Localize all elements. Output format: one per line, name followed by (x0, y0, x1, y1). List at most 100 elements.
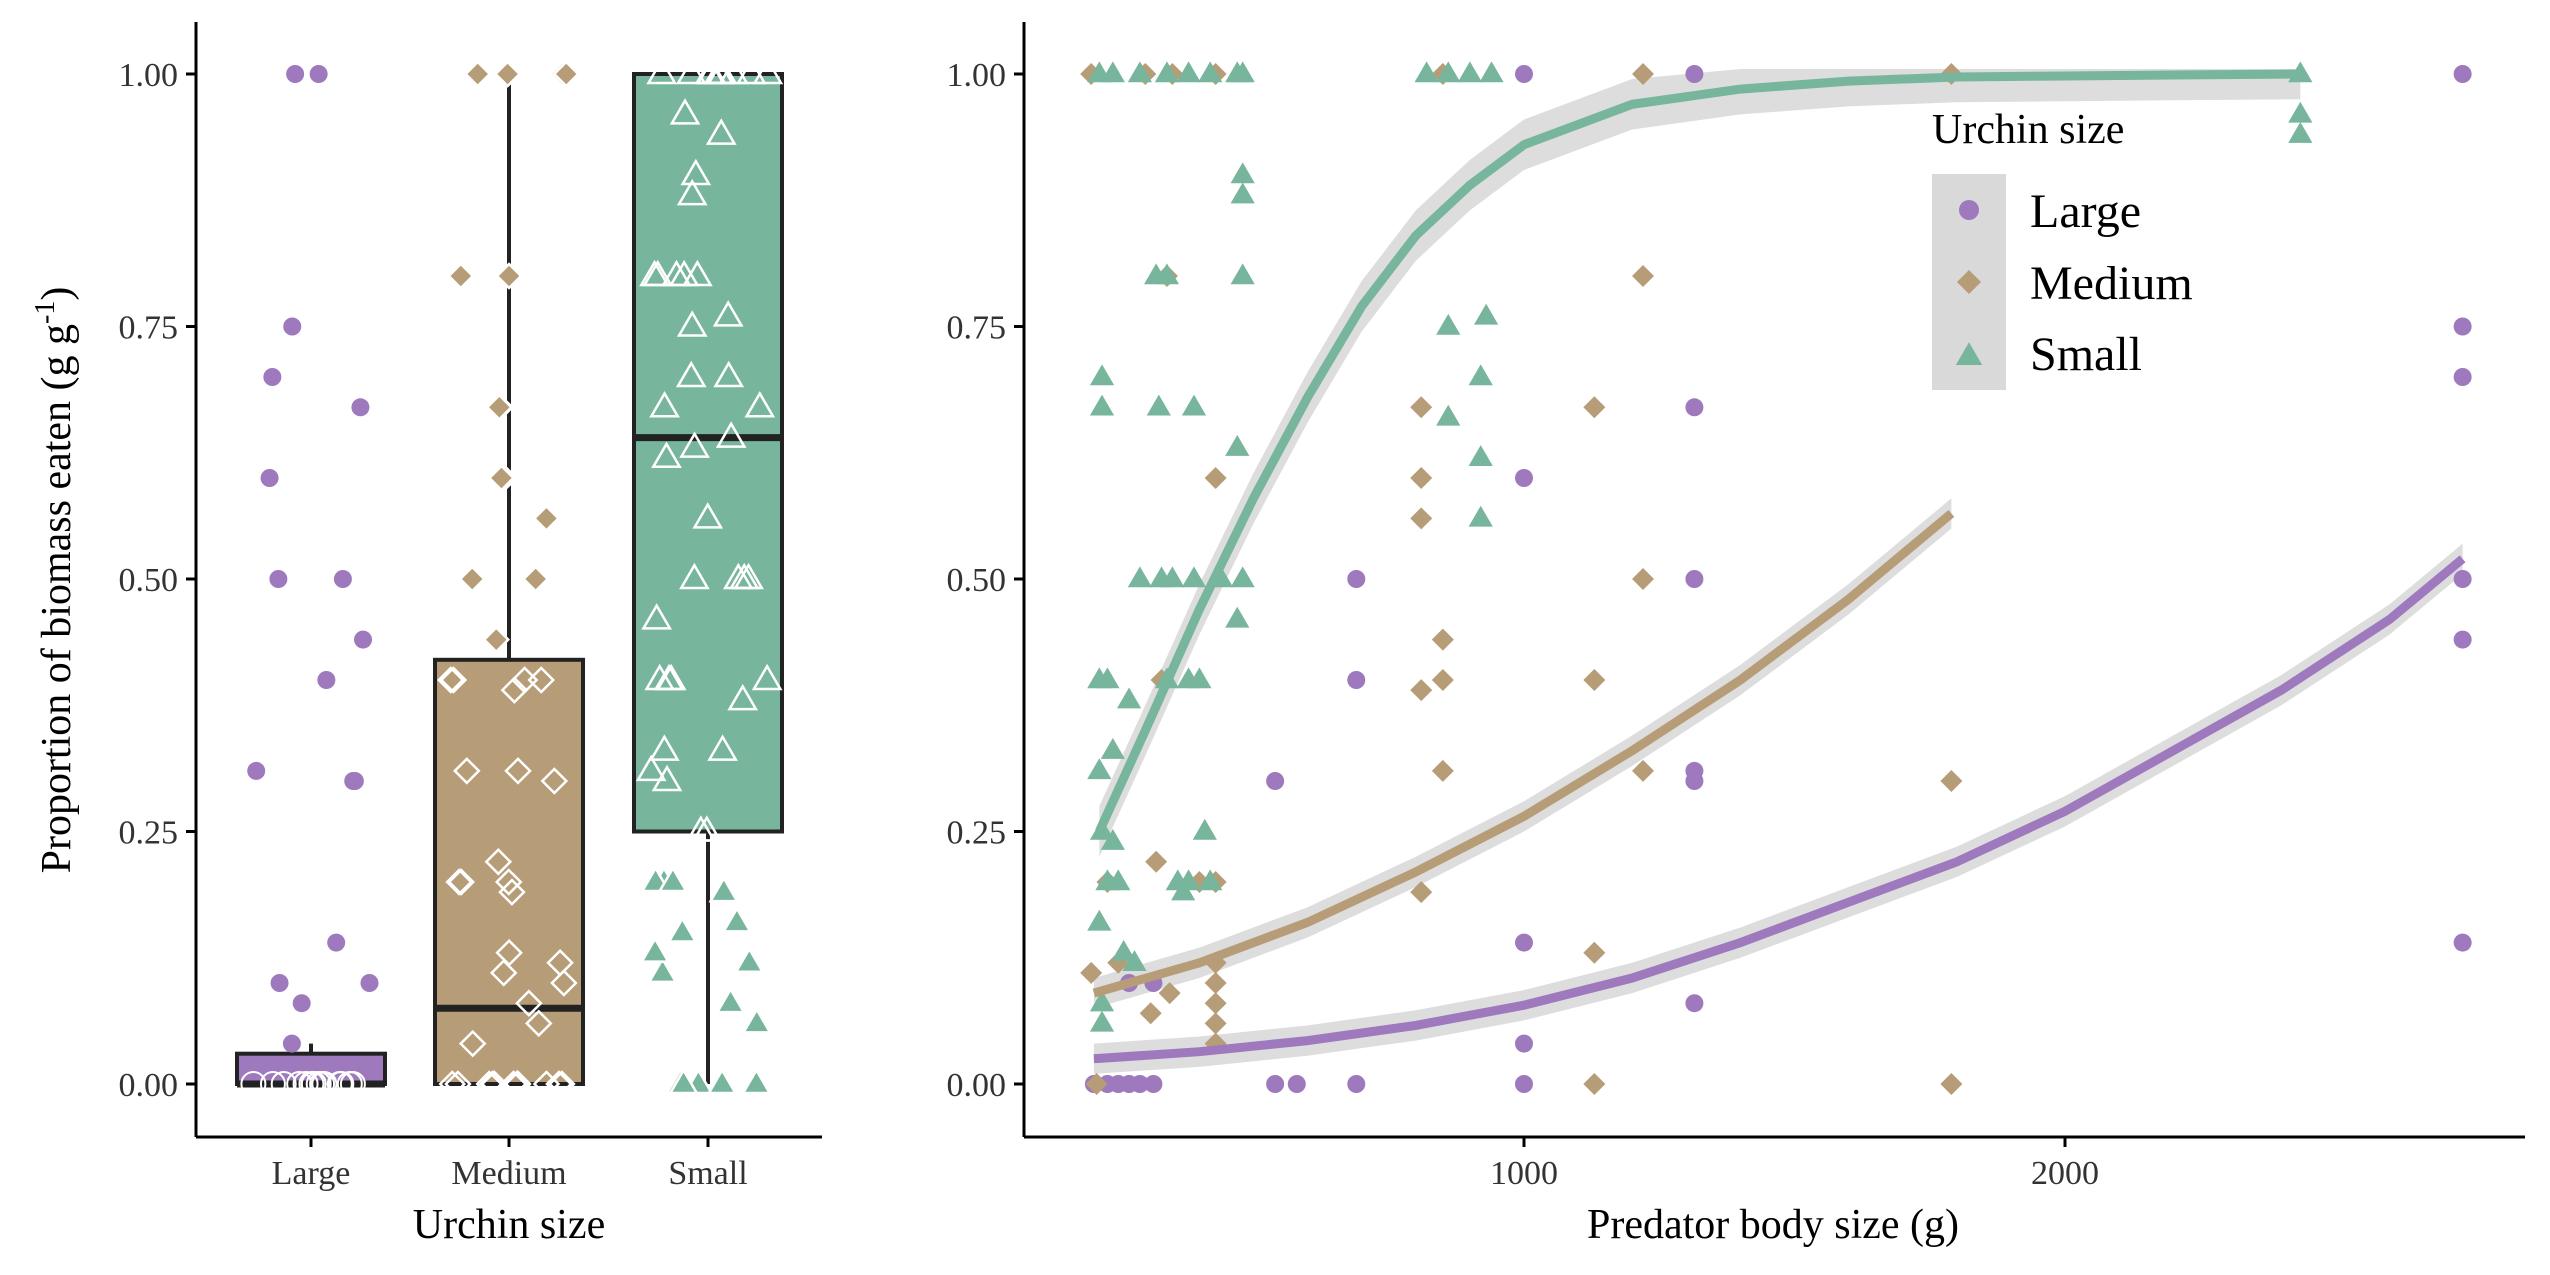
data-point-small (1154, 263, 1180, 285)
data-point-small (1116, 687, 1142, 709)
data-point-small (1122, 950, 1147, 972)
data-point-small (1436, 61, 1461, 83)
right-y-tick-label: 0.25 (947, 815, 1007, 852)
data-point-large (317, 671, 336, 689)
data-point-large (1347, 570, 1366, 588)
data-point-small (651, 764, 683, 792)
data-point-large (351, 398, 370, 417)
data-point-medium (444, 1070, 472, 1098)
data-point-medium (1583, 941, 1606, 964)
data-point-medium (1583, 396, 1606, 419)
data-point-large (344, 772, 363, 790)
data-point-large (283, 317, 302, 336)
data-point-small (1111, 940, 1136, 961)
data-point-medium (445, 868, 473, 896)
data-point-small (679, 431, 710, 458)
data-point-small (733, 946, 765, 974)
data-point-medium (1204, 992, 1227, 1015)
data-point-large (354, 630, 373, 649)
data-point-small (1474, 303, 1499, 325)
data-point-small (1230, 263, 1255, 285)
data-point-medium (437, 666, 465, 694)
data-point-small (676, 178, 708, 206)
data-point-small (1160, 566, 1185, 588)
data-point-small (644, 663, 676, 691)
data-point-large (270, 1071, 297, 1097)
data-point-small (1198, 61, 1223, 83)
data-point-small (675, 360, 707, 388)
data-point-small (741, 1007, 773, 1034)
data-point-small (669, 98, 701, 125)
left-y-tick-label: 0.00 (119, 1067, 179, 1104)
data-point-small (1436, 313, 1461, 335)
data-point-small (1089, 364, 1115, 386)
data-point-small (680, 158, 712, 186)
data-point-small (1087, 758, 1112, 780)
data-point-large (1515, 933, 1533, 952)
data-point-large (1515, 469, 1533, 487)
data-point-small (635, 754, 667, 782)
data-point-medium (1080, 961, 1103, 984)
data-point-large (311, 1071, 338, 1097)
left-x-tick-label: Large (272, 1155, 351, 1192)
left-y-ticks: 0.00 0.25 0.50 0.75 1.00 (119, 57, 196, 1104)
data-point-small (2288, 101, 2313, 123)
fit-line-large (1093, 555, 2466, 1064)
data-point-small (657, 865, 689, 893)
data-point-large (1347, 1075, 1366, 1093)
data-point-medium (1431, 628, 1454, 651)
legend-key-medium (1957, 270, 1981, 294)
left-y-axis-label: Proportion of biomass eaten (g g-1) (30, 287, 80, 874)
data-point-large (2453, 65, 2472, 83)
data-point-small (675, 57, 707, 85)
data-point-small (727, 683, 759, 711)
data-point-medium (447, 868, 475, 896)
data-point-large (259, 1071, 286, 1097)
data-point-small (1225, 435, 1250, 456)
data-point-small (706, 1067, 738, 1095)
data-point-large (1685, 994, 1704, 1013)
data-point-medium (1940, 1073, 1963, 1095)
data-point-medium (480, 1070, 509, 1098)
data-point-large (1685, 398, 1704, 417)
data-point-small (1230, 61, 1255, 83)
data-point-large (292, 1071, 319, 1097)
data-point-small (1230, 566, 1255, 588)
data-point-medium (540, 767, 569, 795)
fit-confidence-bands (1093, 68, 2463, 1074)
data-point-large (1266, 1075, 1285, 1093)
data-point-small (666, 916, 698, 943)
left-y-axis-label-sup: -1 (30, 301, 61, 324)
data-point-small (668, 259, 700, 287)
data-point-medium (495, 262, 523, 290)
data-point-medium (463, 60, 492, 88)
left-y-tick-label: 0.25 (119, 815, 179, 852)
data-point-small (1089, 990, 1115, 1012)
data-point-medium (458, 1029, 487, 1058)
data-point-medium (482, 625, 510, 654)
data-point-small (696, 57, 727, 85)
data-point-large (286, 65, 305, 83)
data-point-medium (510, 666, 539, 694)
data-point-medium (1410, 396, 1433, 419)
data-point-large (2453, 368, 2472, 386)
data-point-small (1100, 61, 1125, 83)
data-point-medium (447, 262, 475, 290)
data-point-small (1095, 667, 1120, 689)
data-point-small (715, 421, 747, 448)
data-point-large (1130, 1075, 1149, 1093)
data-point-small (733, 562, 764, 590)
data-point-small (707, 734, 738, 761)
scatter-points (1080, 61, 2472, 1095)
data-point-large (328, 1071, 355, 1097)
data-point-medium (503, 1070, 531, 1098)
legend-key-small (1955, 342, 1983, 365)
data-point-large (2453, 570, 2472, 588)
data-point-large (1347, 671, 1366, 689)
data-point-small (668, 1067, 699, 1095)
boxplot-panel: 0.00 0.25 0.50 0.75 1.00 Large Medium Small Ur… (30, 22, 822, 1248)
data-point-small (713, 360, 745, 388)
data-point-medium (1204, 1012, 1227, 1035)
data-point-medium (1431, 759, 1454, 782)
right-y-tick-label: 0.50 (947, 562, 1007, 599)
